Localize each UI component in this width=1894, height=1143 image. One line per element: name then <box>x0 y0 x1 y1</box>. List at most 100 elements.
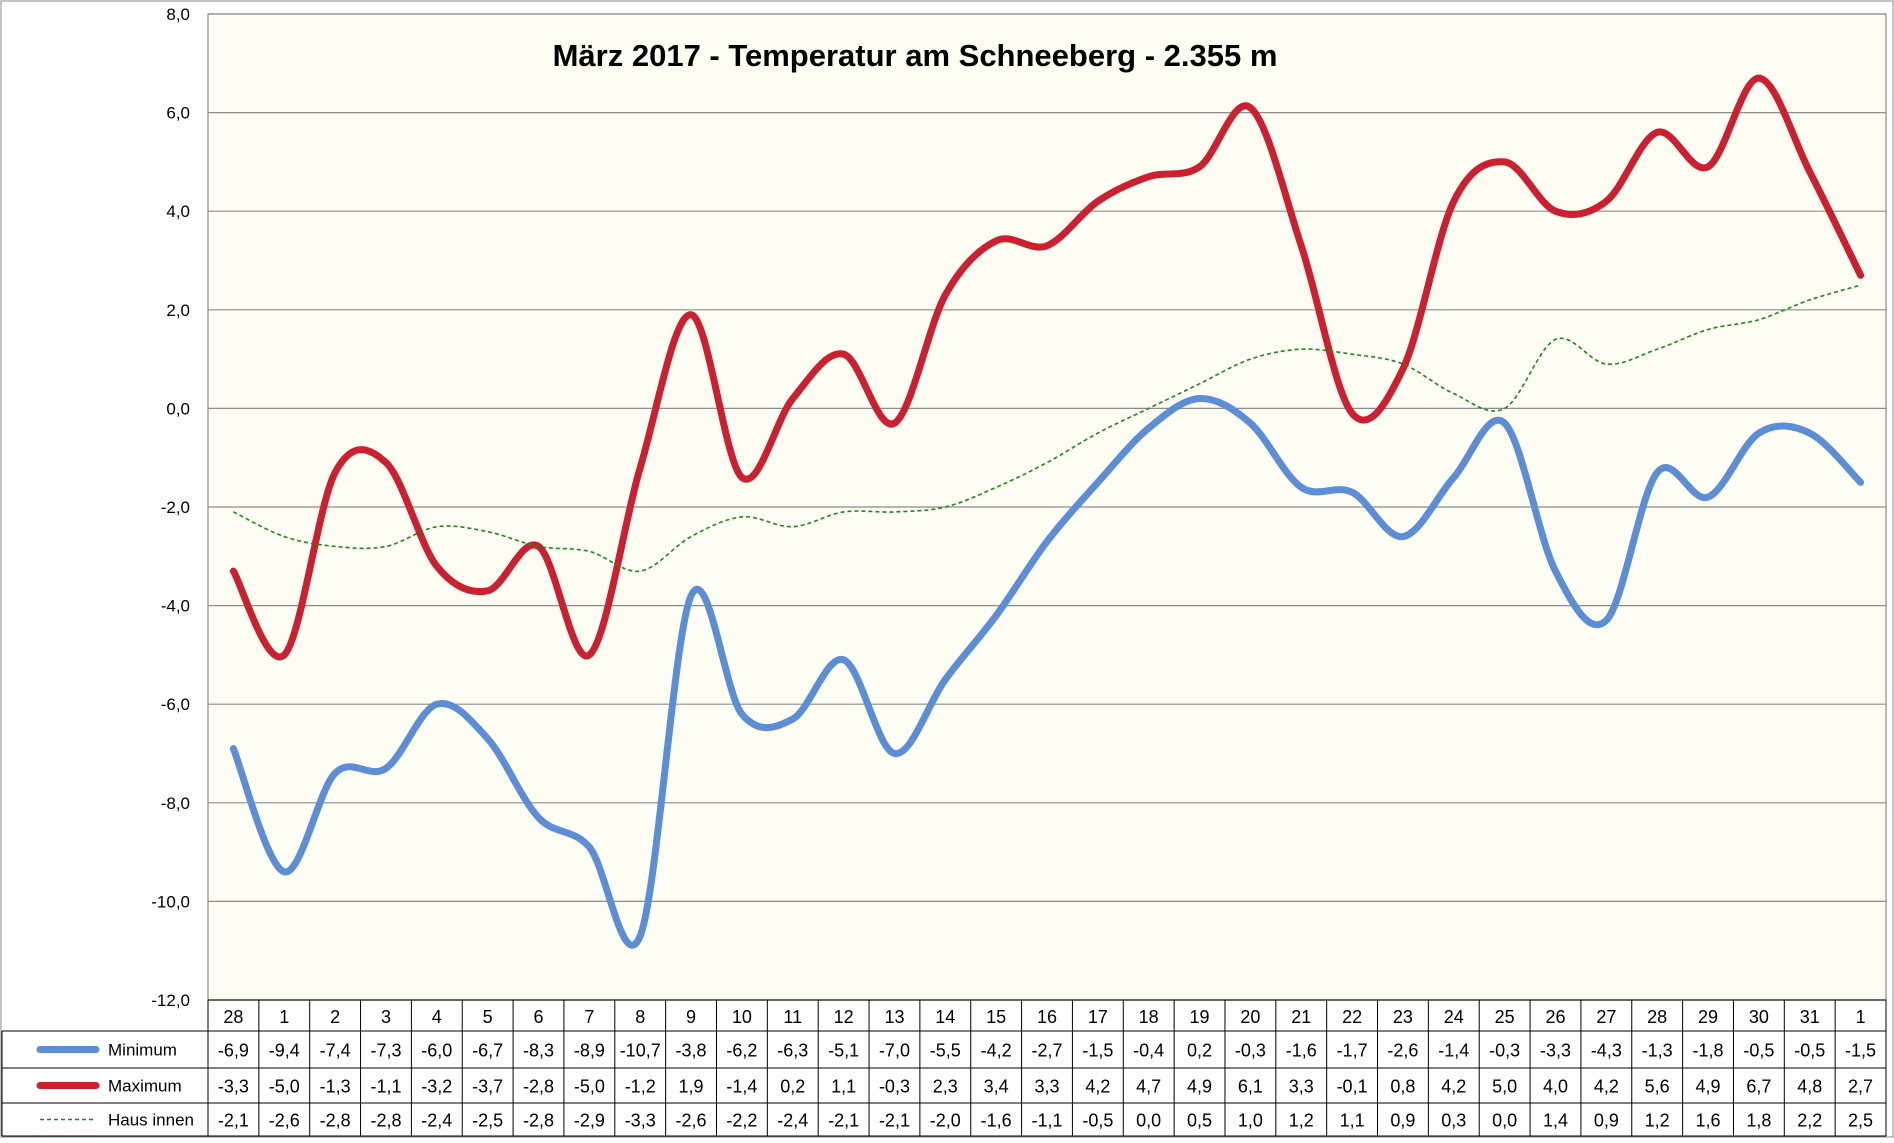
x-category-label: 8 <box>635 1007 645 1027</box>
table-cell-value: 6,1 <box>1238 1077 1263 1097</box>
x-category-label: 10 <box>732 1007 752 1027</box>
table-cell-value: -8,9 <box>574 1041 605 1061</box>
table-cell-value: 1,0 <box>1238 1111 1263 1131</box>
y-tick-label: 8,0 <box>166 5 190 24</box>
table-cell-value: -2,6 <box>676 1111 707 1131</box>
table-cell-value: -3,3 <box>1540 1041 1571 1061</box>
y-tick-label: -12,0 <box>151 991 190 1010</box>
table-cell-value: -3,3 <box>625 1111 656 1131</box>
table-cell-value: -0,1 <box>1337 1077 1368 1097</box>
table-cell-value: 6,7 <box>1746 1077 1771 1097</box>
legend-label: Maximum <box>108 1077 182 1096</box>
table-cell-value: -0,5 <box>1743 1041 1774 1061</box>
table-cell-value: -7,4 <box>320 1041 351 1061</box>
table-cell-value: -2,8 <box>320 1111 351 1131</box>
chart-title: März 2017 - Temperatur am Schneeberg - 2… <box>553 38 1278 73</box>
x-category-label: 31 <box>1800 1007 1820 1027</box>
x-category-label: 5 <box>483 1007 493 1027</box>
table-cell-value: -0,4 <box>1133 1041 1164 1061</box>
x-category-label: 4 <box>432 1007 442 1027</box>
x-category-label: 22 <box>1342 1007 1362 1027</box>
table-cell-value: -0,3 <box>1235 1041 1266 1061</box>
table-cell-value: -6,2 <box>726 1041 757 1061</box>
data-table: 28 1 2 3 4 5 6 7 8 9 10 11 12 13 14 15 16 17 18 19 20 21 22 23 2… <box>1 999 1887 1137</box>
table-cell-value: -6,9 <box>218 1041 249 1061</box>
table-cell-value: -2,1 <box>218 1111 249 1131</box>
table-cell-value: 0,3 <box>1441 1111 1466 1131</box>
x-category-label: 30 <box>1749 1007 1769 1027</box>
legend-label: Minimum <box>108 1041 177 1060</box>
table-cell-value: -2,1 <box>828 1111 859 1131</box>
table-cell-value: -2,4 <box>421 1111 452 1131</box>
series-line-minimum <box>229 394 1865 949</box>
table-cell-value: -9,4 <box>269 1041 300 1061</box>
x-category-label: 15 <box>986 1007 1006 1027</box>
x-category-label: 19 <box>1190 1007 1210 1027</box>
y-tick-label: 2,0 <box>166 301 190 320</box>
x-category-label: 1 <box>1856 1007 1866 1027</box>
table-cell-value: 2,7 <box>1848 1077 1873 1097</box>
table-cell-value: -1,3 <box>1642 1041 1673 1061</box>
table-cell-value: -1,5 <box>1082 1041 1113 1061</box>
x-category-label: 25 <box>1495 1007 1515 1027</box>
table-cell-value: -6,3 <box>777 1041 808 1061</box>
table-cell-value: 1,8 <box>1746 1111 1771 1131</box>
series-lines <box>229 74 1865 949</box>
table-cell-value: -1,8 <box>1693 1041 1724 1061</box>
y-tick-label: -10,0 <box>151 892 190 911</box>
y-axis-tick-labels: 8,0 6,0 4,0 2,0 0,0 -2,0 -4,0 -6,0 -8,0 -10,0 -12,… <box>151 5 190 1010</box>
y-tick-label: -2,0 <box>161 498 190 517</box>
x-category-label: 28 <box>223 1007 243 1027</box>
table-cell-value: 5,6 <box>1645 1077 1670 1097</box>
x-category-label: 17 <box>1088 1007 1108 1027</box>
table-cell-value: 0,9 <box>1390 1111 1415 1131</box>
table-cell-value: 4,0 <box>1543 1077 1568 1097</box>
y-tick-label: -6,0 <box>161 695 190 714</box>
table-cell-value: -7,3 <box>370 1041 401 1061</box>
table-cell-value: -2,6 <box>1387 1041 1418 1061</box>
table-cell-value: -2,9 <box>574 1111 605 1131</box>
table-cell-value: -0,5 <box>1794 1041 1825 1061</box>
x-category-label: 21 <box>1291 1007 1311 1027</box>
table-cell-value: -2,4 <box>777 1111 808 1131</box>
table-cell-value: 4,9 <box>1187 1077 1212 1097</box>
table-cell-value: 0,0 <box>1136 1111 1161 1131</box>
table-cell-value: 0,8 <box>1390 1077 1415 1097</box>
table-cell-value: -0,3 <box>879 1077 910 1097</box>
table-cell-value: -5,0 <box>269 1077 300 1097</box>
table-cell-value: 1,6 <box>1696 1111 1721 1131</box>
table-cell-value: -3,8 <box>676 1041 707 1061</box>
y-tick-label: -4,0 <box>161 597 190 616</box>
table-cell-value: -1,2 <box>625 1077 656 1097</box>
x-category-label: 7 <box>584 1007 594 1027</box>
x-category-label: 28 <box>1647 1007 1667 1027</box>
x-category-label: 24 <box>1444 1007 1464 1027</box>
table-cell-value: -5,0 <box>574 1077 605 1097</box>
table-cell-value: -5,1 <box>828 1041 859 1061</box>
x-category-label: 26 <box>1545 1007 1565 1027</box>
table-cell-value: 4,2 <box>1085 1077 1110 1097</box>
table-cell-value: 1,4 <box>1543 1111 1568 1131</box>
table-cell-value: -1,3 <box>320 1077 351 1097</box>
table-cell-value: -4,2 <box>981 1041 1012 1061</box>
x-category-label: 12 <box>834 1007 854 1027</box>
table-cell-value: -2,8 <box>523 1111 554 1131</box>
table-cell-value: -10,7 <box>620 1041 661 1061</box>
legend-label: Haus innen <box>108 1111 194 1130</box>
table-cell-value: 1,2 <box>1289 1111 1314 1131</box>
x-category-label: 23 <box>1393 1007 1413 1027</box>
table-cell-value: -1,1 <box>1031 1111 1062 1131</box>
table-cell-value: -2,6 <box>269 1111 300 1131</box>
table-cell-value: 4,9 <box>1696 1077 1721 1097</box>
table-cell-value: 0,2 <box>780 1077 805 1097</box>
table-cell-value: -3,7 <box>472 1077 503 1097</box>
table-cell-value: 0,2 <box>1187 1041 1212 1061</box>
table-cell-value: 1,9 <box>679 1077 704 1097</box>
table-cell-value: -0,3 <box>1489 1041 1520 1061</box>
table-cell-value: -4,3 <box>1591 1041 1622 1061</box>
table-cell-value: -6,0 <box>421 1041 452 1061</box>
table-cell-value: -2,2 <box>726 1111 757 1131</box>
series-line-maximum <box>229 74 1865 661</box>
